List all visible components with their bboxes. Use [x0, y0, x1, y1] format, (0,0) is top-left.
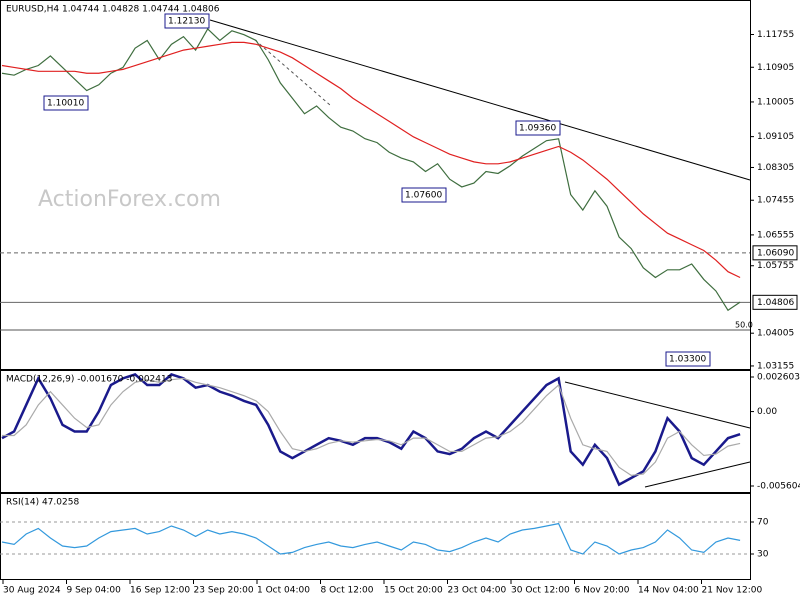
trend-line — [209, 19, 751, 181]
series-line — [1, 27, 741, 312]
x-tick-label: 16 Sep 12:00 — [130, 586, 190, 596]
annotation: 1.03300 — [669, 355, 706, 365]
x-tick-label: 15 Oct 20:00 — [384, 586, 443, 596]
annotation: 1.07600 — [405, 191, 442, 201]
frames — [0, 0, 751, 580]
x-tick-label: 23 Sep 20:00 — [194, 586, 254, 596]
x-tick-label: 21 Nov 12:00 — [702, 586, 763, 596]
annotation-box — [401, 187, 447, 203]
x-tick-label: 30 Oct 12:00 — [511, 586, 570, 596]
y-tick-label: 1.04005 — [757, 329, 794, 339]
macd-trend-line — [564, 381, 751, 429]
annotation-box — [515, 120, 561, 136]
trend-line-dashed — [254, 39, 331, 106]
y-tick-label: 1.10905 — [757, 63, 794, 73]
annotation: 1.09360 — [519, 124, 556, 134]
rsi-frame — [0, 493, 751, 580]
x-tick-label: 23 Oct 04:00 — [448, 586, 507, 596]
y-tick-label: 1.09105 — [757, 132, 794, 142]
x-tick-label: 6 Nov 20:00 — [575, 586, 630, 596]
x-tick-label: 9 Sep 04:00 — [67, 586, 122, 596]
y-tick-label: 30 — [757, 550, 769, 560]
x-tick-label: 30 Aug 2024 — [3, 586, 61, 596]
price-frame — [0, 0, 751, 370]
y-tick-label: 1.07455 — [757, 196, 794, 206]
watermark: ActionForex.com — [38, 187, 221, 212]
annotation-box — [665, 351, 711, 367]
level-box — [752, 245, 798, 261]
annotation-box — [164, 13, 210, 29]
y-tick-label: 1.11755 — [757, 30, 794, 40]
y-tick-label: 0.002603 — [757, 373, 800, 383]
macd-frame — [0, 370, 751, 493]
y-tick-label: 1.10005 — [757, 97, 794, 107]
x-tick-label: 14 Nov 04:00 — [638, 586, 699, 596]
annotation-box — [43, 95, 89, 111]
series-line — [1, 522, 741, 555]
annotation: 1.10010 — [47, 99, 84, 109]
y-tick-label: 1.05755 — [757, 261, 794, 271]
series-line — [1, 372, 741, 487]
y-tick-label: -0.005604 — [757, 482, 800, 492]
panel-title: MACD(12,26,9) -0.001670 -0.002413 — [6, 375, 172, 385]
level-label: 1.06090 — [757, 248, 794, 258]
macd-trend-line — [644, 461, 751, 488]
panel-title: RSI(14) 47.0258 — [6, 498, 79, 508]
y-tick-label: 1.08305 — [757, 163, 794, 173]
level-label: 1.04806 — [757, 298, 794, 308]
annotation: 1.12130 — [168, 17, 205, 27]
annotation: 50.0 — [735, 321, 753, 330]
panel-title: EURUSD,H4 1.04744 1.04828 1.04744 1.0480… — [6, 5, 220, 15]
series-line — [2, 377, 741, 476]
x-tick-label: 8 Oct 12:00 — [321, 586, 374, 596]
y-tick-label: 0.00 — [757, 407, 777, 417]
y-tick-label: 1.03155 — [757, 361, 794, 371]
x-tick-label: 1 Oct 04:00 — [257, 586, 310, 596]
series-line — [1, 41, 741, 279]
level-box — [752, 294, 798, 310]
y-tick-label: 1.06555 — [757, 230, 794, 240]
y-tick-label: 70 — [757, 518, 769, 528]
